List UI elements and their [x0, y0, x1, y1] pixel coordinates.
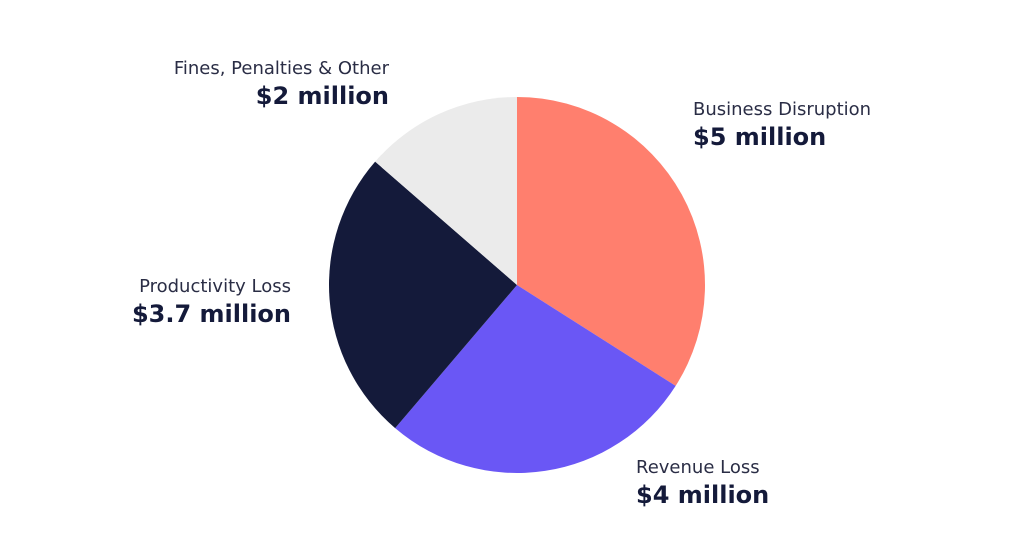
- label-business-disruption: Business Disruption $5 million: [693, 98, 871, 152]
- pie-slice-fines-penalties-other: [375, 97, 517, 285]
- slice-label: Business Disruption: [693, 99, 872, 120]
- label-fines-penalties-other: Fines, Penalties & Other $2 million: [174, 57, 389, 111]
- pie-slice-productivity-loss: [329, 161, 517, 429]
- slice-value: $4 million: [636, 481, 770, 509]
- label-productivity-loss: Productivity Loss $3.7 million: [132, 275, 291, 329]
- slice-label: Fines, Penalties & Other: [173, 58, 389, 79]
- slice-value: $5 million: [693, 123, 827, 151]
- pie-slice-revenue-loss: [395, 285, 676, 473]
- slice-label: Revenue Loss: [636, 457, 760, 478]
- slice-label: Productivity Loss: [139, 276, 291, 297]
- pie-slice-business-disruption: [517, 97, 705, 386]
- label-revenue-loss: Revenue Loss $4 million: [636, 456, 769, 510]
- slice-value: $3.7 million: [131, 300, 291, 328]
- slice-value: $2 million: [255, 82, 389, 110]
